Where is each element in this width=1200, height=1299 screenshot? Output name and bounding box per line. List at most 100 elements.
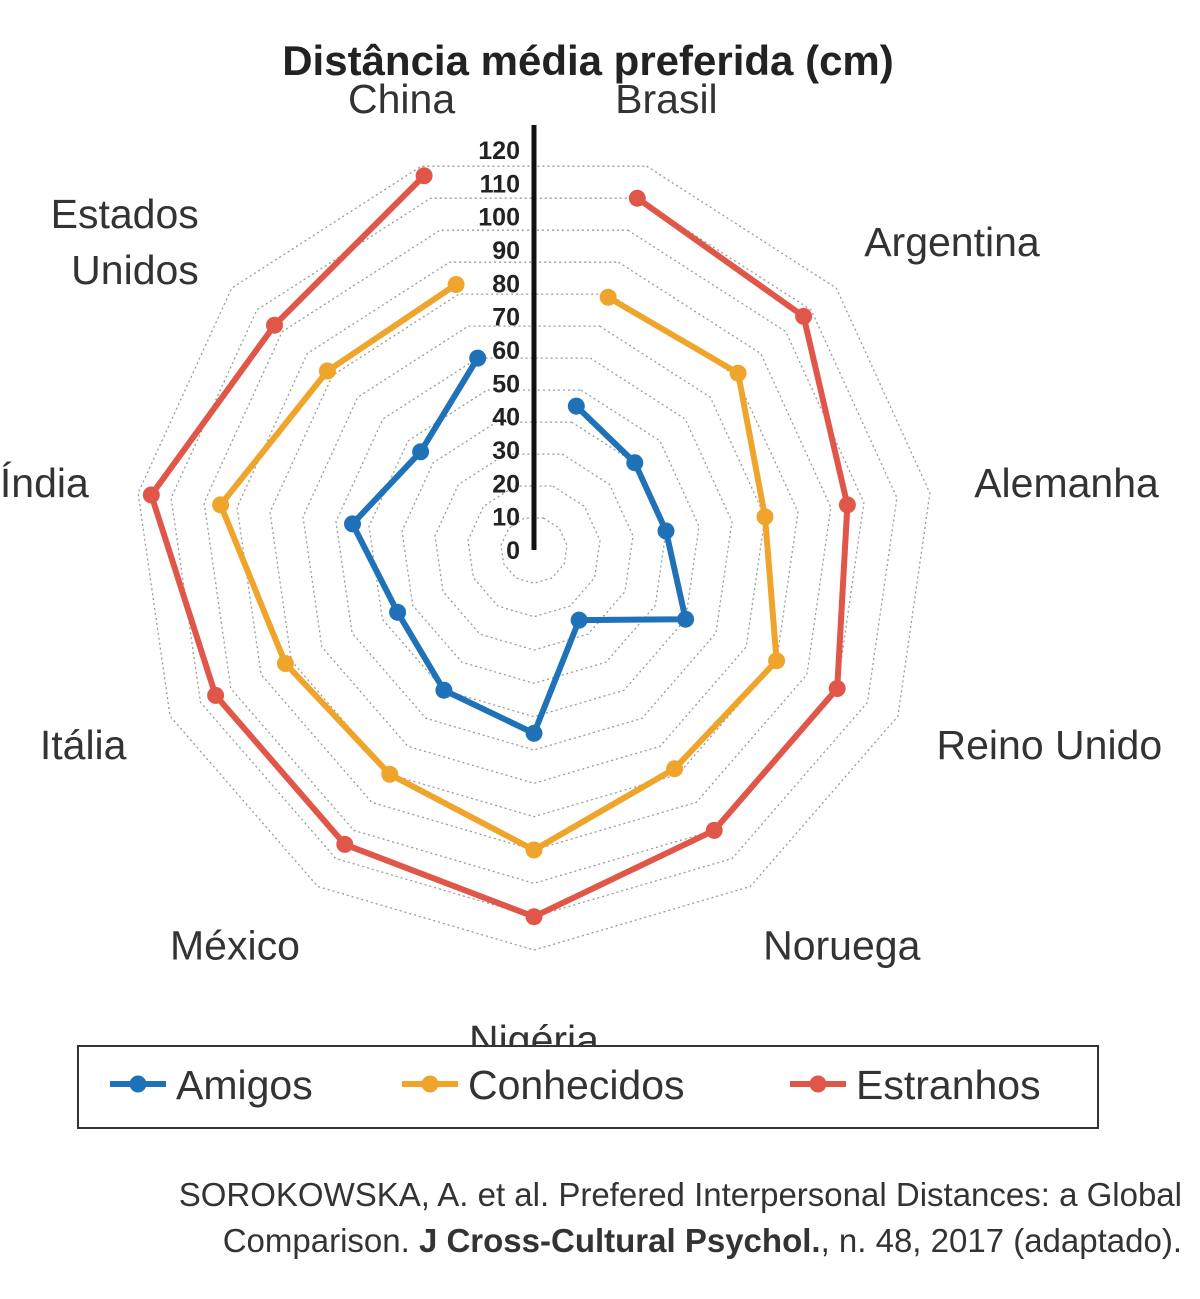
- data-point-estranhos: [795, 307, 813, 325]
- chart-title: Distância média preferida (cm): [282, 37, 894, 84]
- value-axis: 0 10 20 30 40 50 60 70 80 90 100 110 120: [478, 125, 537, 565]
- grid-ring-110: [170, 197, 898, 918]
- category-label-line: Unidos: [71, 247, 199, 293]
- data-point-amigos: [570, 611, 588, 629]
- series-estranhos: [142, 167, 856, 926]
- citation-line-2-suffix: , n. 48, 2017 (adaptado).: [820, 1222, 1182, 1259]
- category-label: Noruega: [763, 922, 920, 968]
- category-label-line: Noruega: [763, 922, 920, 968]
- category-labels: Brasil Argentina Alemanha Reino Unido Norueg…: [0, 76, 1162, 1063]
- grid-ring-30: [434, 453, 634, 651]
- legend-label-estranhos: Estranhos: [856, 1062, 1041, 1108]
- category-label-line: Estados: [51, 191, 199, 237]
- data-point-conhecidos: [768, 652, 786, 670]
- citation-line-1: SOROKOWSKA, A. et al. Prefered Interpers…: [178, 1176, 1182, 1213]
- data-series: [142, 167, 856, 926]
- data-point-amigos: [567, 397, 585, 415]
- axis-tick-label: 60: [492, 337, 520, 365]
- data-point-conhecidos: [599, 288, 617, 306]
- grid-ring-100: [203, 229, 865, 884]
- grid-ring-20: [467, 485, 601, 618]
- data-point-conhecidos: [381, 765, 399, 783]
- radar-grid: [137, 165, 931, 951]
- data-point-estranhos: [828, 680, 846, 697]
- data-point-conhecidos: [756, 508, 774, 526]
- axis-tick-label: 10: [492, 504, 520, 532]
- data-point-conhecidos: [212, 496, 230, 514]
- category-label: Brasil: [615, 76, 718, 122]
- data-point-conhecidos: [318, 362, 336, 380]
- category-label: Itália: [40, 722, 127, 768]
- category-label: Alemanha: [974, 460, 1159, 506]
- axis-tick-label: 110: [480, 170, 520, 198]
- axis-tick-label: 40: [492, 404, 520, 432]
- data-point-amigos: [657, 522, 675, 540]
- legend-swatch-point-conhecidos: [421, 1075, 439, 1093]
- axis-tick-label: 70: [492, 304, 520, 332]
- data-point-amigos: [435, 681, 453, 699]
- journal-name: J Cross-Cultural Psychol.: [418, 1222, 821, 1259]
- data-point-estranhos: [266, 316, 283, 334]
- citation: SOROKOWSKA, A. et al. Prefered Interpers…: [2, 1172, 1182, 1264]
- data-point-conhecidos: [447, 276, 465, 293]
- data-point-amigos: [525, 724, 543, 742]
- legend: Amigos Conhecidos Estranhos: [77, 1045, 1099, 1129]
- legend-label-amigos: Amigos: [176, 1062, 313, 1108]
- grid-ring-70: [302, 325, 766, 784]
- grid-ring-60: [335, 357, 733, 751]
- grid-ring-80: [269, 293, 799, 818]
- data-point-conhecidos: [729, 364, 747, 382]
- category-label-line: México: [170, 922, 300, 968]
- data-point-estranhos: [415, 167, 433, 185]
- data-point-amigos: [412, 443, 430, 461]
- category-label: Estados Unidos: [51, 191, 199, 293]
- data-point-amigos: [389, 603, 407, 621]
- data-point-conhecidos: [666, 760, 684, 778]
- grid-ring-120: [137, 165, 931, 951]
- category-label: Reino Unido: [937, 722, 1163, 768]
- legend-box: [77, 1045, 1099, 1129]
- data-point-estranhos: [628, 189, 646, 207]
- data-point-amigos: [677, 610, 695, 628]
- data-point-conhecidos: [276, 655, 294, 672]
- axis-tick-label: 30: [492, 437, 520, 465]
- data-point-amigos: [626, 454, 644, 472]
- category-label-line: Reino Unido: [937, 722, 1163, 768]
- axis-tick-label: 90: [492, 237, 520, 265]
- axis-tick-label: 100: [478, 204, 520, 232]
- series-amigos: [344, 349, 695, 742]
- legend-swatch-point-amigos: [129, 1075, 147, 1093]
- category-label: Argentina: [864, 219, 1040, 265]
- citation-line-2-prefix: Comparison.: [222, 1222, 419, 1259]
- legend-label-conhecidos: Conhecidos: [468, 1062, 685, 1108]
- data-point-estranhos: [838, 496, 856, 514]
- series-conhecidos: [212, 276, 786, 859]
- axis-tick-label: 0: [506, 537, 520, 565]
- grid-ring-50: [368, 389, 700, 718]
- data-point-estranhos: [336, 835, 354, 853]
- data-point-estranhos: [705, 821, 723, 839]
- data-point-amigos: [469, 349, 487, 367]
- data-point-estranhos: [142, 486, 160, 504]
- data-point-estranhos: [207, 686, 225, 704]
- citation-line-2: Comparison. J Cross-Cultural Psychol., n…: [2, 1218, 1182, 1264]
- data-point-estranhos: [525, 908, 543, 926]
- legend-swatch-point-estranhos: [809, 1075, 827, 1093]
- category-label-line: Alemanha: [974, 460, 1159, 506]
- axis-tick-label: 120: [478, 137, 520, 165]
- category-label-line: Argentina: [864, 219, 1040, 265]
- category-label: México: [170, 922, 300, 968]
- axis-tick-label: 50: [492, 370, 520, 398]
- data-point-amigos: [344, 515, 361, 533]
- category-label-line: Itália: [40, 722, 127, 768]
- category-label: Índia: [0, 460, 89, 506]
- axis-tick-label: 80: [492, 270, 520, 298]
- series-line-conhecidos: [217, 281, 780, 853]
- data-point-conhecidos: [525, 841, 543, 859]
- category-label-line: China: [348, 76, 455, 122]
- category-label: China: [348, 76, 455, 122]
- category-label-line: Brasil: [615, 76, 718, 122]
- category-label-line: Índia: [0, 460, 89, 506]
- axis-tick-label: 20: [492, 470, 520, 498]
